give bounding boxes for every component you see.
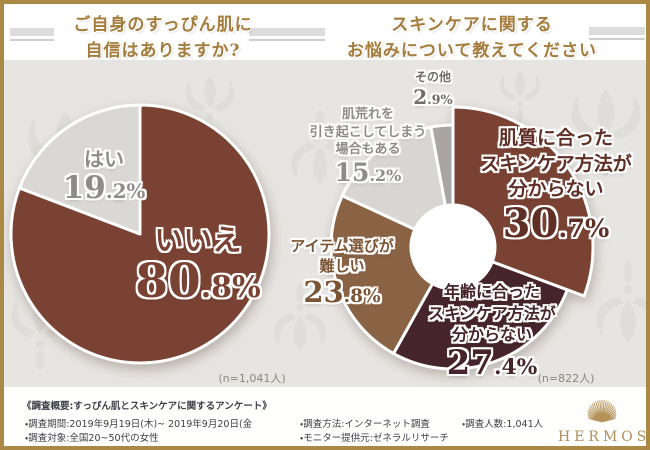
slice-label-item-choice: アイテム選びが 難しい 23.8% [290,236,394,308]
slice-label-skin-trouble: 肌荒れを 引き起こしてしまう 場合もある 15.2% [310,106,427,186]
pie-slice-yes [17,103,142,236]
label-line: 場合もある [335,142,401,158]
slice-percent-no: 80.8% [135,254,261,310]
label-line: アイテム選びが [290,237,394,255]
slice-label-age-method: 年齢に合った スキンケア方法が 分からない 27.4% [428,281,556,381]
decorative-bar-right [589,27,645,40]
hermosa-logo: HERMOSA [558,398,650,445]
sample-size-right: (n=822人) [537,372,595,385]
slice-percent-skin-type-method: 30.7% [502,199,610,247]
label-line: 分からない [451,325,532,345]
slice-label-skin-type-method: 肌質に合った スキンケア方法が 分からない 30.7% [480,126,631,245]
survey-target: ・調査対象:全国20~50代の女性 [25,433,159,444]
footer-background [4,387,646,446]
decorative-bar-left [10,28,54,41]
sample-size-left: (n=1,041人) [218,372,286,385]
label-line: 肌質に合った [498,127,613,149]
label-line: 肌荒れを [341,107,394,122]
slice-percent-skin-trouble: 15.2% [334,157,402,187]
pie-chart-bare-skin-confidence [9,103,271,365]
pie-slice-no [9,103,271,365]
title-line: ご自身のすっぴん肌に [73,15,253,35]
label-line: いいえ [154,223,242,257]
donut-chart-skincare-concerns [329,105,595,371]
label-line: スキンケア方法が [428,303,556,323]
label-line: その他 [414,70,452,84]
donut-hole [410,204,496,290]
survey-period: ・調査期間:2019年9月19日(木)~ 2019年9月20日(金 [25,419,253,430]
survey-monitor-provider: ・モニター提供元:ゼネラルリサーチ [300,433,449,444]
label-line: 引き起こしてしまう [309,124,427,140]
slice-label-no: いいえ 80.8% [135,223,261,310]
left-chart-title: ご自身のすっぴん肌に 自信はありますか? [73,12,252,65]
slice-label-other: その他 2.9% [413,70,452,108]
fan-lines [587,400,617,423]
slice-percent-other: 2.9% [413,84,453,109]
slice-percent-age-method: 27.4% [446,342,538,383]
right-chart-title: スキンケアに関する お悩みについて教えてください [347,12,597,65]
label-line: はい [84,147,124,171]
slice-label-yes: はい 19.2% [63,146,146,205]
label-line: 年齢に合った [443,282,540,301]
slice-percent-item-choice: 23.8% [303,274,381,309]
survey-summary: 《調査概要:すっぴん肌とスキンケアに関するアンケート》 [22,401,272,412]
title-line: スキンケアに関する [391,15,553,35]
survey-sample-count: ・調査人数:1,041人 [462,419,544,430]
title-line: お悩みについて教えてください [346,41,598,62]
fan-icon [587,400,617,423]
label-line: スキンケア方法が [480,152,632,175]
label-line: 分からない [508,178,604,201]
survey-method: ・調査方法:インターネット調査 [300,419,430,430]
slice-percent-yes: 19.2% [62,170,146,206]
logo-text: HERMOSA [558,429,650,445]
label-line: 難しい [319,257,365,276]
decorative-bar-middle [249,28,325,41]
title-line: 自信はありますか? [85,41,241,62]
